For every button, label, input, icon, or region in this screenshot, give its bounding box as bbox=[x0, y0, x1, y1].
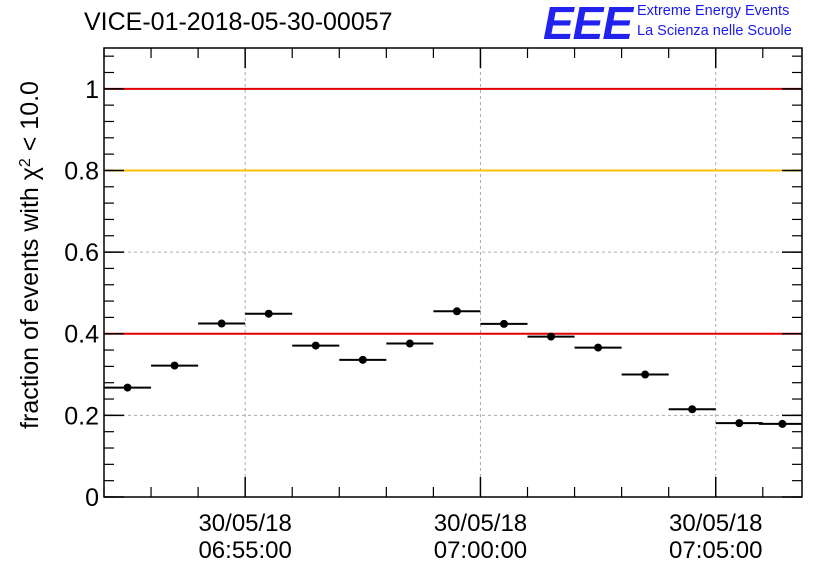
grid-layer bbox=[104, 48, 802, 498]
x-tick-label-date: 30/05/18 bbox=[669, 510, 762, 537]
y-tick-label: 1 bbox=[85, 76, 99, 104]
data-point bbox=[499, 319, 508, 328]
logo-line-1: Extreme Energy Events bbox=[637, 3, 790, 19]
data-point bbox=[594, 343, 603, 352]
logo-letters: EEE bbox=[543, 0, 633, 49]
data-point bbox=[123, 383, 132, 392]
data-point bbox=[170, 361, 179, 370]
data-point bbox=[641, 370, 650, 379]
y-tick-label: 0.6 bbox=[64, 239, 99, 267]
x-tick-label-time: 07:05:00 bbox=[669, 537, 762, 564]
data-point bbox=[217, 319, 226, 328]
logo-line-2: La Scienza nelle Scuole bbox=[637, 23, 792, 39]
data-point bbox=[405, 339, 414, 348]
y-axis-label-sup: 2 bbox=[17, 158, 34, 167]
y-tick-label: 0.4 bbox=[64, 321, 99, 349]
x-tick-label-date: 30/05/18 bbox=[198, 510, 291, 537]
y-axis-label: fraction of events with χ2 < 10.0 bbox=[16, 81, 44, 429]
axis-ticks bbox=[103, 48, 802, 498]
data-point bbox=[264, 309, 273, 318]
y-tick-label: 0.2 bbox=[64, 402, 99, 430]
y-axis-label-symbol: χ bbox=[16, 167, 44, 180]
plot-frame bbox=[103, 47, 803, 498]
reference-lines bbox=[104, 87, 802, 335]
y-axis-label-prefix: fraction of events with bbox=[16, 180, 44, 429]
data-point bbox=[778, 419, 787, 428]
x-tick-label-time: 07:00:00 bbox=[434, 537, 527, 564]
data-points bbox=[104, 307, 802, 428]
y-axis-label-suffix: < 10.0 bbox=[16, 81, 44, 158]
chart-title: VICE-01-2018-05-30-00057 bbox=[84, 8, 393, 36]
data-point bbox=[358, 355, 367, 364]
y-tick-labels: 0 0.2 0.4 0.6 0.8 1 bbox=[64, 76, 99, 512]
y-tick-label: 0 bbox=[85, 484, 99, 512]
x-tick-labels: 30/05/1806:55:0030/05/1807:00:0030/05/18… bbox=[198, 510, 762, 564]
data-point bbox=[735, 419, 744, 428]
y-tick-label: 0.8 bbox=[64, 157, 99, 185]
data-point bbox=[547, 332, 556, 341]
data-point bbox=[452, 307, 461, 316]
x-tick-label-date: 30/05/18 bbox=[434, 510, 527, 537]
data-point bbox=[688, 405, 697, 414]
x-tick-label-time: 06:55:00 bbox=[198, 537, 291, 564]
data-point bbox=[311, 341, 320, 350]
